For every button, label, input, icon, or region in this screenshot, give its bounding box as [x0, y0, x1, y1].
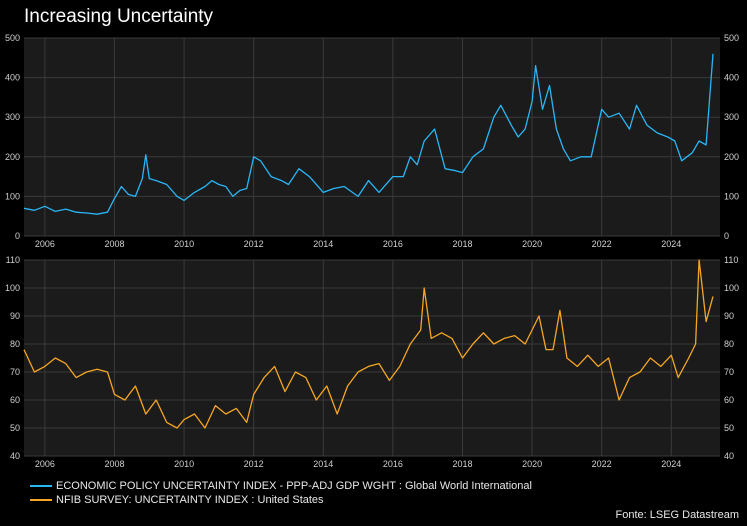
legend-label-epu: ECONOMIC POLICY UNCERTAINTY INDEX - PPP-…	[56, 480, 532, 492]
bottom-ytick-left: 80	[10, 339, 20, 349]
top-xtick: 2018	[452, 239, 472, 249]
legend-swatch-nfib	[30, 499, 52, 502]
bottom-xtick: 2010	[174, 459, 194, 469]
top-xtick: 2012	[244, 239, 264, 249]
top-ytick-right: 400	[724, 73, 739, 83]
bottom-series-line	[23, 259, 714, 429]
bottom-ytick-right: 50	[724, 423, 734, 433]
top-xtick: 2014	[313, 239, 333, 249]
bottom-ytick-right: 100	[724, 283, 739, 293]
top-ytick-left: 300	[5, 112, 20, 122]
bottom-ytick-left: 100	[5, 283, 20, 293]
bottom-panel: 40 40 50 50 60 60 70 70 80 80 90 90 100 100 110 110 2006…	[5, 255, 739, 469]
top-ytick-right: 0	[724, 231, 729, 241]
bottom-xtick: 2014	[313, 459, 333, 469]
legend-item-nfib: NFIB SURVEY: UNCERTAINTY INDEX : United …	[30, 493, 532, 507]
bottom-ytick-right: 110	[724, 255, 738, 265]
bottom-xtick: 2020	[522, 459, 542, 469]
top-ytick-right: 300	[724, 112, 739, 122]
bottom-ytick-left: 40	[10, 451, 20, 461]
top-ytick-left: 400	[5, 73, 20, 83]
top-xtick: 2016	[383, 239, 403, 249]
bottom-ytick-right: 80	[724, 339, 734, 349]
top-ytick-left: 100	[5, 191, 20, 201]
legend-item-epu: ECONOMIC POLICY UNCERTAINTY INDEX - PPP-…	[30, 479, 532, 493]
bottom-xtick: 2008	[104, 459, 124, 469]
top-ytick-right: 200	[724, 152, 739, 162]
top-xtick: 2008	[104, 239, 124, 249]
top-xtick: 2006	[35, 239, 55, 249]
source-note: Fonte: LSEG Datastream	[615, 509, 740, 521]
bottom-ytick-left: 90	[10, 311, 20, 321]
bottom-xtick: 2006	[35, 459, 55, 469]
bottom-xtick: 2018	[452, 459, 472, 469]
top-xtick: 2020	[522, 239, 542, 249]
top-plot-area	[24, 38, 720, 236]
legend: ECONOMIC POLICY UNCERTAINTY INDEX - PPP-…	[30, 479, 532, 507]
top-xtick: 2022	[592, 239, 612, 249]
bottom-xtick: 2024	[661, 459, 681, 469]
legend-label-nfib: NFIB SURVEY: UNCERTAINTY INDEX : United …	[56, 494, 324, 506]
bottom-ytick-left: 110	[6, 255, 20, 265]
chart-title: Increasing Uncertainty	[24, 6, 214, 27]
bottom-xtick: 2022	[592, 459, 612, 469]
top-panel: 0 0 100 100 200 200 300 300 400 400 500 500 2006 2008…	[5, 33, 739, 249]
bottom-xtick: 2012	[244, 459, 264, 469]
bottom-ytick-left: 60	[10, 395, 20, 405]
top-xtick: 2010	[174, 239, 194, 249]
bottom-plot-area	[24, 260, 720, 456]
bottom-ytick-right: 60	[724, 395, 734, 405]
top-series-line	[23, 53, 714, 215]
top-ytick-right: 500	[724, 33, 739, 43]
bottom-ytick-left: 50	[10, 423, 20, 433]
bottom-ytick-right: 90	[724, 311, 734, 321]
top-ytick-left: 500	[5, 33, 20, 43]
bottom-ytick-right: 70	[724, 367, 734, 377]
bottom-xtick: 2016	[383, 459, 403, 469]
bottom-ytick-left: 70	[10, 367, 20, 377]
top-ytick-left: 200	[5, 152, 20, 162]
top-xtick: 2024	[661, 239, 681, 249]
top-ytick-right: 100	[724, 191, 739, 201]
legend-swatch-epu	[30, 485, 52, 488]
top-ytick-left: 0	[15, 231, 20, 241]
bottom-ytick-right: 40	[724, 451, 734, 461]
